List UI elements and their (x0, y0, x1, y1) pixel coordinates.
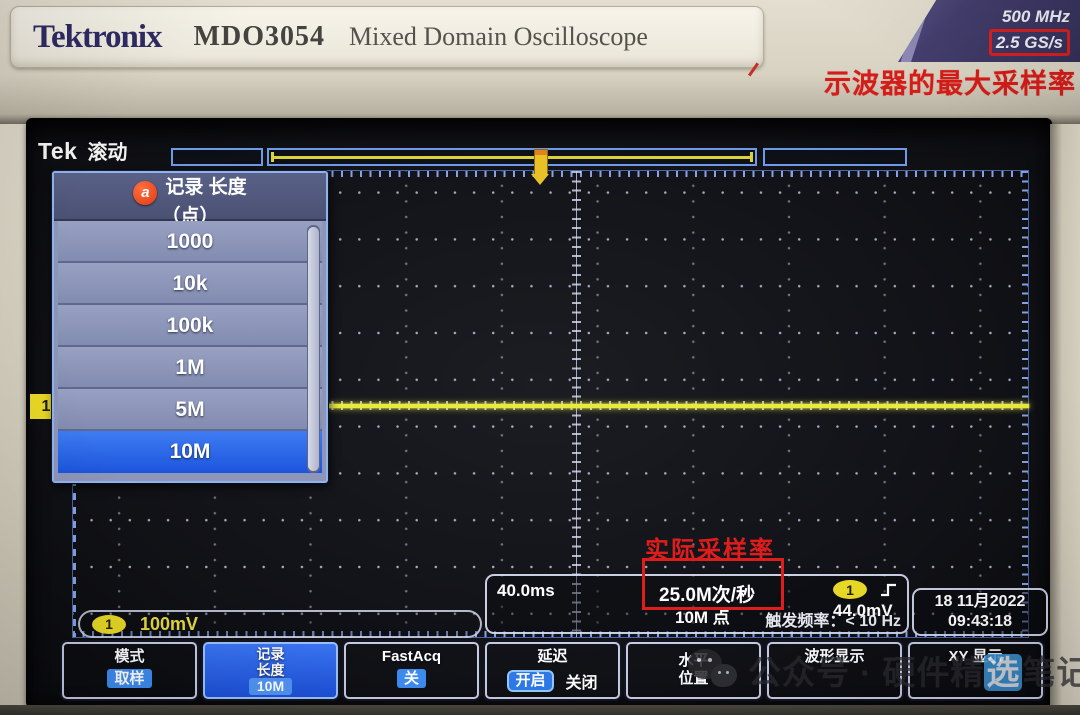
softkey-record-length-label1: 记录 (256, 646, 285, 662)
softkey-delay-off[interactable]: 关闭 (565, 675, 598, 692)
graticule-top-ticks (73, 171, 1028, 177)
watermark-name-highlight: 选 (984, 654, 1023, 691)
badge-bandwidth: 500 MHz (1001, 7, 1070, 26)
trigger-source-badge: 1 (833, 580, 867, 599)
softkey-fastacq[interactable]: FastAcq 关 (344, 642, 479, 699)
popup-title: 记录 长度 (165, 177, 247, 198)
oscilloscope-screen: Tek 滚动 1 a 记录 长度 （点） 1000 10k 100k 1M 5M … (26, 118, 1080, 708)
record-view-segment-left (171, 148, 263, 166)
model-number: MDO3054 (193, 21, 325, 52)
sample-rate-readout: 25.0M次/秒 (659, 585, 756, 606)
watermark-name-part1: 硬件精 (882, 654, 985, 691)
watermark: 公众号 · 硬件精选笔记 (688, 646, 1080, 694)
record-length-popup: a 记录 长度 （点） 1000 10k 100k 1M 5M 10M (52, 171, 328, 483)
spec-badge: 500 MHz 2.5 GS/s (898, 0, 1080, 62)
ch1-badge: 1 (92, 614, 126, 634)
softkey-record-length[interactable]: 记录 长度 10M (203, 642, 338, 699)
horizontal-scale-readout: 40.0ms (497, 581, 555, 600)
model-subtitle: Mixed Domain Oscilloscope (348, 22, 648, 51)
popup-item-list: 1000 10k 100k 1M 5M 10M (58, 221, 322, 477)
readout-box: 40.0ms 25.0M次/秒 10M 点 1 44.0mV 触发频率：< 10… (485, 574, 909, 634)
status-bar: Tek 滚动 (38, 136, 127, 165)
brand-slash-mark (747, 62, 760, 77)
record-view-segment-right (763, 148, 907, 166)
popup-item-1000[interactable]: 1000 (58, 221, 322, 263)
badge-stripe (898, 0, 932, 62)
rising-edge-slope-icon (881, 583, 896, 596)
popup-header: a 记录 长度 （点） (54, 173, 326, 227)
date-readout: 18 11月2022 (934, 593, 1026, 610)
datetime-box: 18 11月2022 09:43:18 (912, 588, 1048, 636)
right-bezel (1050, 124, 1080, 715)
softkey-fastacq-value: 关 (396, 669, 426, 688)
popup-scrollbar[interactable] (307, 225, 320, 473)
popup-item-10k[interactable]: 10k (58, 263, 322, 305)
watermark-name-part2: 笔记 (1022, 654, 1080, 691)
popup-item-5m[interactable]: 5M (58, 389, 322, 431)
trigger-level-readout: 44.0mV (833, 601, 893, 620)
acquisition-mode-roll: 滚动 (87, 142, 128, 164)
popup-item-10m-selected[interactable]: 10M (58, 431, 322, 473)
bottom-bezel (0, 705, 1080, 715)
tek-logo: Tek (38, 138, 78, 164)
watermark-separator: · (860, 654, 873, 691)
trigger-frequency-readout: 触发频率：< 10 Hz (765, 613, 901, 630)
wechat-icon (688, 647, 740, 693)
record-view-window (267, 148, 757, 166)
softkey-delay-label: 延迟 (537, 648, 568, 665)
watermark-account-type: 公众号 (748, 654, 850, 691)
brand-logo: Tektronix (33, 18, 163, 55)
record-view-waveform-line (272, 156, 752, 159)
annotation-max-sample-rate: 示波器的最大采样率 (824, 69, 1076, 99)
popup-item-1m[interactable]: 1M (58, 347, 322, 389)
ch1-scale-box: 1 100mV (78, 610, 482, 638)
top-bezel: Tektronix MDO3054 Mixed Domain Oscillosc… (0, 0, 1080, 124)
annotation-red-box (642, 558, 784, 610)
softkey-delay[interactable]: 延迟 开启 关闭 (485, 642, 620, 699)
softkey-record-length-value: 10M (248, 678, 293, 695)
model-label-plate: Tektronix MDO3054 Mixed Domain Oscillosc… (10, 6, 764, 77)
softkey-mode-label: 模式 (114, 648, 145, 665)
ch1-waveform-trace (328, 404, 1029, 408)
graticule-bottom-ticks (73, 631, 1028, 637)
softkey-waveform-display[interactable]: 波形显示 (767, 642, 902, 699)
ch1-scale-readout: 100mV (140, 613, 199, 634)
softkey-fastacq-label: FastAcq (381, 648, 442, 665)
softkey-waveform-display-label: 波形显示 (804, 648, 865, 665)
badge-sample-rate: 2.5 GS/s (988, 29, 1070, 56)
multipurpose-knob-a-icon: a (133, 181, 158, 205)
softkey-record-length-label2: 长度 (256, 662, 285, 678)
softkey-mode[interactable]: 模式 取样 (62, 642, 197, 699)
popup-item-100k[interactable]: 100k (58, 305, 322, 347)
popup-scrollbar-thumb[interactable] (308, 227, 319, 471)
time-readout: 09:43:18 (947, 613, 1013, 630)
softkey-mode-value: 取样 (107, 669, 152, 688)
trigger-position-marker[interactable] (531, 149, 549, 185)
softkey-delay-on[interactable]: 开启 (507, 670, 554, 692)
record-length-readout: 10M 点 (675, 608, 730, 627)
